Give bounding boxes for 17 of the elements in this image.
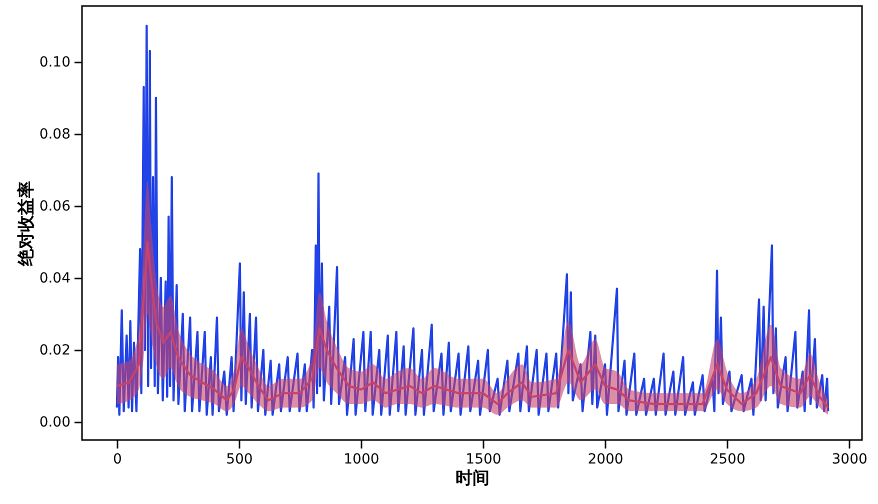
x-tick-label: 2000 [588,452,624,468]
x-tick-label: 3000 [832,452,868,468]
x-tick-label: 0 [112,452,122,468]
y-tick-label: 0.04 [39,270,71,286]
y-tick-label: 0.10 [39,54,70,70]
x-tick-label: 500 [226,452,253,468]
x-axis-title: 时间 [456,468,490,488]
x-tick-label: 1500 [466,452,502,468]
y-tick-label: 0.00 [39,414,70,430]
y-tick-label: 0.08 [39,126,70,142]
y-tick-label: 0.06 [39,198,71,214]
x-tick-label: 1000 [344,452,380,468]
line-series [116,240,830,409]
line-series [116,24,830,416]
x-tick-label: 2500 [710,452,746,468]
y-tick-label: 0.02 [39,342,70,358]
y-axis-title: 绝对收益率 [16,181,36,267]
